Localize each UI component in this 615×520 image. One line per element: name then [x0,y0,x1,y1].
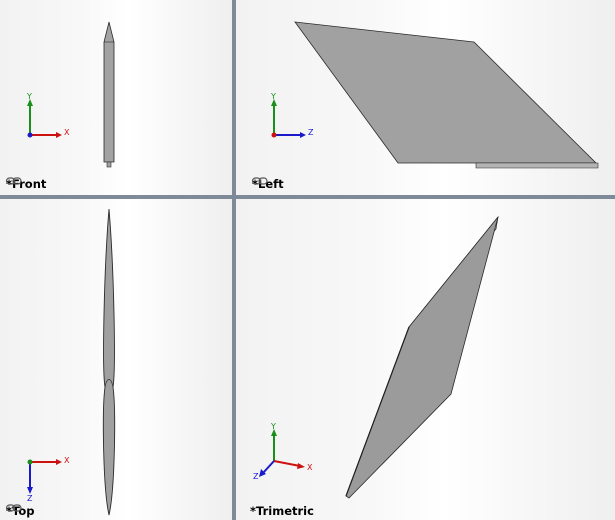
part-left-base-strip [475,162,599,169]
front-viewport[interactable]: Y X *Front [0,0,232,195]
left-view-canvas[interactable]: Y Z [236,0,615,195]
front-axis-triad-icon: Y X [26,92,70,138]
front-axis-x-label: X [64,128,70,137]
left-view-label[interactable]: *Left [252,177,284,191]
part-top-silhouette [102,208,116,516]
tri-axis-z-label: Z [253,472,259,481]
part-left-face [294,21,597,164]
front-view-label[interactable]: *Front [6,177,46,191]
link-chain-icon [252,177,268,185]
trimetric-view-label[interactable]: *Trimetric [250,504,314,518]
top-axis-x-label: X [64,456,70,465]
trimetric-axis-triad-icon: Y X Z [253,422,313,481]
top-view-canvas[interactable]: X Z [0,199,232,520]
left-viewport[interactable]: Y Z *Left [236,0,615,195]
top-view-label[interactable]: *Top [6,504,34,518]
tri-axis-y-label: Y [270,422,276,431]
front-axis-y-label: Y [26,92,32,101]
left-axis-y-label: Y [270,92,276,101]
trimetric-view-label-text: *Trimetric [250,504,314,518]
part-front-stub [106,161,112,168]
front-view-label-text: *Front [6,177,47,191]
trimetric-view-canvas[interactable]: Y X Z [236,199,615,520]
tri-axis-x-label: X [307,463,313,472]
top-axis-z-label: Z [27,494,33,503]
top-viewport[interactable]: X Z *Top [0,199,232,520]
left-axis-z-label: Z [308,128,314,137]
link-chain-icon [6,504,22,512]
link-chain-icon [6,177,22,185]
part-trimetric-main-face [345,216,499,499]
front-view-canvas[interactable]: Y X [0,0,232,195]
trimetric-viewport[interactable]: Y X Z *Trimetric [236,199,615,520]
part-front-silhouette [103,21,115,163]
top-axis-triad-icon: X Z [27,456,70,503]
left-axis-triad-icon: Y Z [270,92,314,138]
